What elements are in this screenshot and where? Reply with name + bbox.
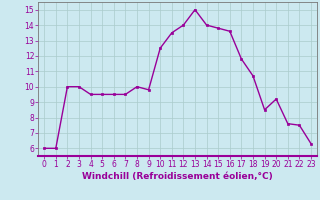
- X-axis label: Windchill (Refroidissement éolien,°C): Windchill (Refroidissement éolien,°C): [82, 172, 273, 181]
